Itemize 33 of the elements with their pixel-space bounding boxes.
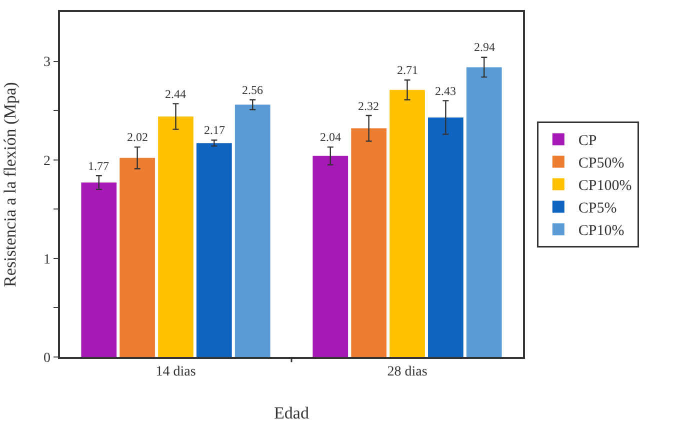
bar	[351, 128, 386, 357]
legend-label: CP	[578, 133, 597, 150]
y-axis-title: Resistencia a la flexión (Mpa)	[0, 82, 20, 287]
x-tick-label: 28 dias	[387, 364, 428, 380]
legend-label: CP100%	[578, 178, 632, 194]
legend-label: CP5%	[578, 200, 617, 217]
data-label: 1.77	[88, 159, 109, 173]
y-tick-label: 2	[43, 154, 50, 169]
y-tick-label: 3	[43, 55, 50, 70]
data-label: 2.44	[165, 87, 186, 101]
bar	[466, 67, 502, 357]
bar	[196, 143, 232, 357]
data-label: 2.17	[204, 123, 225, 137]
bar	[312, 156, 348, 357]
bar	[234, 104, 270, 357]
bar	[390, 90, 425, 357]
bar	[81, 182, 117, 357]
x-axis-title: Edad	[274, 404, 310, 422]
bar	[158, 116, 194, 357]
bar	[120, 158, 155, 357]
data-label: 2.02	[127, 130, 148, 144]
y-tick-label: 1	[43, 252, 50, 268]
data-label: 2.43	[435, 84, 456, 98]
data-label: 2.56	[242, 83, 263, 97]
bar	[428, 117, 464, 357]
data-label: 2.94	[474, 40, 495, 54]
x-tick-label: 14 dias	[156, 364, 196, 380]
data-label: 2.04	[320, 130, 341, 144]
legend-label: CP50%	[578, 156, 624, 172]
y-tick-label: 0	[43, 350, 50, 366]
legend-label: CP10%	[578, 223, 624, 240]
data-label: 2.32	[358, 99, 379, 113]
data-label: 2.71	[397, 63, 418, 77]
